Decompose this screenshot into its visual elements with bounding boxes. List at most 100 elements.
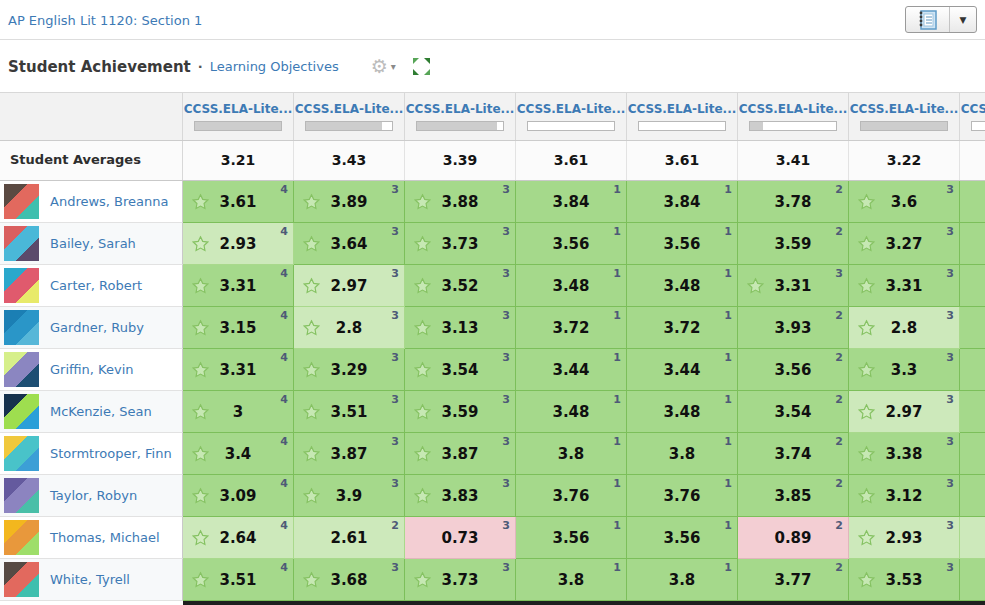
grade-cell[interactable]: 3.56 2 [738, 349, 849, 391]
grade-cell[interactable]: 2.93 3 [849, 517, 960, 559]
grade-cell[interactable]: 3.78 2 [738, 181, 849, 223]
grade-cell[interactable]: 3.56 1 [627, 517, 738, 559]
grade-cell[interactable]: 2.61 2 [294, 517, 405, 559]
grade-cell[interactable]: 0.73 3 [405, 517, 516, 559]
grade-cell[interactable]: 3.54 2 [738, 391, 849, 433]
grade-cell[interactable]: 3.6 3 [849, 181, 960, 223]
grade-cell[interactable] [960, 223, 985, 265]
grade-cell[interactable]: 3.8 1 [516, 433, 627, 475]
student-name-link[interactable]: Taylor, Robyn [50, 488, 137, 503]
grade-cell[interactable]: 3.74 2 [738, 433, 849, 475]
objective-column-header[interactable]: CCSS.ELA-Lite... [516, 93, 627, 140]
grade-cell[interactable]: 3.93 2 [738, 307, 849, 349]
grade-cell[interactable] [960, 475, 985, 517]
student-avatar[interactable] [4, 184, 39, 219]
objective-column-header[interactable]: CCSS.ELA-Lite... [405, 93, 516, 140]
objective-column-header[interactable]: CCSS.ELA-Lite... [183, 93, 294, 140]
grade-cell[interactable]: 2.8 3 [849, 307, 960, 349]
grade-cell[interactable]: 3.3 3 [849, 349, 960, 391]
student-avatar[interactable] [4, 478, 39, 513]
grade-cell[interactable]: 3.56 1 [627, 223, 738, 265]
student-avatar[interactable] [4, 268, 39, 303]
grade-cell[interactable]: 3.84 1 [516, 181, 627, 223]
grade-cell[interactable]: 3.68 3 [294, 559, 405, 601]
student-avatar[interactable] [4, 394, 39, 429]
grade-cell[interactable] [960, 307, 985, 349]
grade-cell[interactable]: 3.87 3 [294, 433, 405, 475]
grade-cell[interactable]: 3.31 3 [849, 265, 960, 307]
grade-cell[interactable]: 3.87 3 [405, 433, 516, 475]
grade-cell[interactable]: 3.48 1 [627, 265, 738, 307]
objective-column-header[interactable]: CCSS.ELA-Lite... [738, 93, 849, 140]
grade-cell[interactable]: 3.8 1 [627, 433, 738, 475]
grade-cell[interactable]: 3.59 3 [405, 391, 516, 433]
grade-cell[interactable]: 2.97 3 [294, 265, 405, 307]
grade-cell[interactable]: 3.51 4 [183, 559, 294, 601]
grade-cell[interactable]: 3.76 1 [627, 475, 738, 517]
grade-cell[interactable]: 3.09 4 [183, 475, 294, 517]
grade-cell[interactable]: 3.27 3 [849, 223, 960, 265]
grade-cell[interactable]: 2.97 3 [849, 391, 960, 433]
grade-cell[interactable] [960, 433, 985, 475]
learning-objectives-link[interactable]: Learning Objectives [210, 59, 339, 74]
grade-cell[interactable]: 2.64 4 [183, 517, 294, 559]
grade-cell[interactable]: 3.38 3 [849, 433, 960, 475]
grade-cell[interactable]: 3.84 1 [627, 181, 738, 223]
grade-cell[interactable]: 3.31 4 [183, 349, 294, 391]
grade-cell[interactable]: 3.31 3 [738, 265, 849, 307]
grade-cell[interactable]: 3.73 3 [405, 559, 516, 601]
grade-cell[interactable]: 3.77 2 [738, 559, 849, 601]
grade-cell[interactable]: 3.8 1 [627, 559, 738, 601]
grade-cell[interactable]: 3.31 4 [183, 265, 294, 307]
grade-cell[interactable] [960, 181, 985, 223]
fullscreen-button[interactable] [412, 57, 431, 76]
grade-cell[interactable]: 3.48 1 [516, 265, 627, 307]
grade-cell[interactable]: 3.53 3 [849, 559, 960, 601]
student-name-link[interactable]: White, Tyrell [50, 572, 130, 587]
student-name-link[interactable]: Andrews, Breanna [50, 194, 169, 209]
grade-cell[interactable]: 3.61 4 [183, 181, 294, 223]
grade-cell[interactable]: 3.13 3 [405, 307, 516, 349]
grade-cell[interactable]: 3.29 3 [294, 349, 405, 391]
student-avatar[interactable] [4, 520, 39, 555]
grade-cell[interactable]: 3.59 2 [738, 223, 849, 265]
student-avatar[interactable] [4, 562, 39, 597]
objective-column-header[interactable]: CCSS.ELA-Lite... [294, 93, 405, 140]
grade-cell[interactable]: 3.64 3 [294, 223, 405, 265]
grade-cell[interactable]: 3.85 2 [738, 475, 849, 517]
grade-cell[interactable]: 3.12 3 [849, 475, 960, 517]
grade-cell[interactable]: 3.48 1 [516, 391, 627, 433]
grade-cell[interactable]: 3.72 1 [516, 307, 627, 349]
course-title-link[interactable]: AP English Lit 1120: Section 1 [8, 13, 202, 28]
student-name-link[interactable]: Griffin, Kevin [50, 362, 134, 377]
grade-cell[interactable]: 3.8 1 [516, 559, 627, 601]
grade-cell[interactable]: 3.15 4 [183, 307, 294, 349]
gradebook-view-button[interactable]: ▼ [905, 6, 977, 33]
objective-column-header[interactable]: CCSS.ELA-Lite... [627, 93, 738, 140]
student-avatar[interactable] [4, 436, 39, 471]
grade-cell[interactable] [960, 349, 985, 391]
student-avatar[interactable] [4, 310, 39, 345]
grade-cell[interactable]: 3 4 [183, 391, 294, 433]
student-name-link[interactable]: Bailey, Sarah [50, 236, 136, 251]
grade-cell[interactable]: 3.54 3 [405, 349, 516, 391]
grade-cell[interactable]: 3.9 3 [294, 475, 405, 517]
grade-cell[interactable] [960, 559, 985, 601]
student-name-link[interactable]: Thomas, Michael [50, 530, 160, 545]
grade-cell[interactable]: 3.88 3 [405, 181, 516, 223]
objective-column-header[interactable]: CCSS.ELA-Lite... [849, 93, 960, 140]
grade-cell[interactable]: 3.83 3 [405, 475, 516, 517]
student-avatar[interactable] [4, 352, 39, 387]
grade-cell[interactable]: 2.8 3 [294, 307, 405, 349]
grade-cell[interactable]: 3.44 1 [627, 349, 738, 391]
grade-cell[interactable]: 0.89 2 [738, 517, 849, 559]
grade-cell[interactable]: 2.93 4 [183, 223, 294, 265]
horizontal-scrollbar[interactable] [183, 601, 985, 605]
grade-cell[interactable]: 3.56 1 [516, 517, 627, 559]
student-name-link[interactable]: Stormtrooper, Finn [50, 446, 172, 461]
objective-column-header[interactable]: CCSS.ELA-Lite... [960, 93, 985, 140]
grade-cell[interactable]: 3.76 1 [516, 475, 627, 517]
student-name-link[interactable]: Gardner, Ruby [50, 320, 144, 335]
grade-cell[interactable]: 3.89 3 [294, 181, 405, 223]
grade-cell[interactable]: 3.52 3 [405, 265, 516, 307]
